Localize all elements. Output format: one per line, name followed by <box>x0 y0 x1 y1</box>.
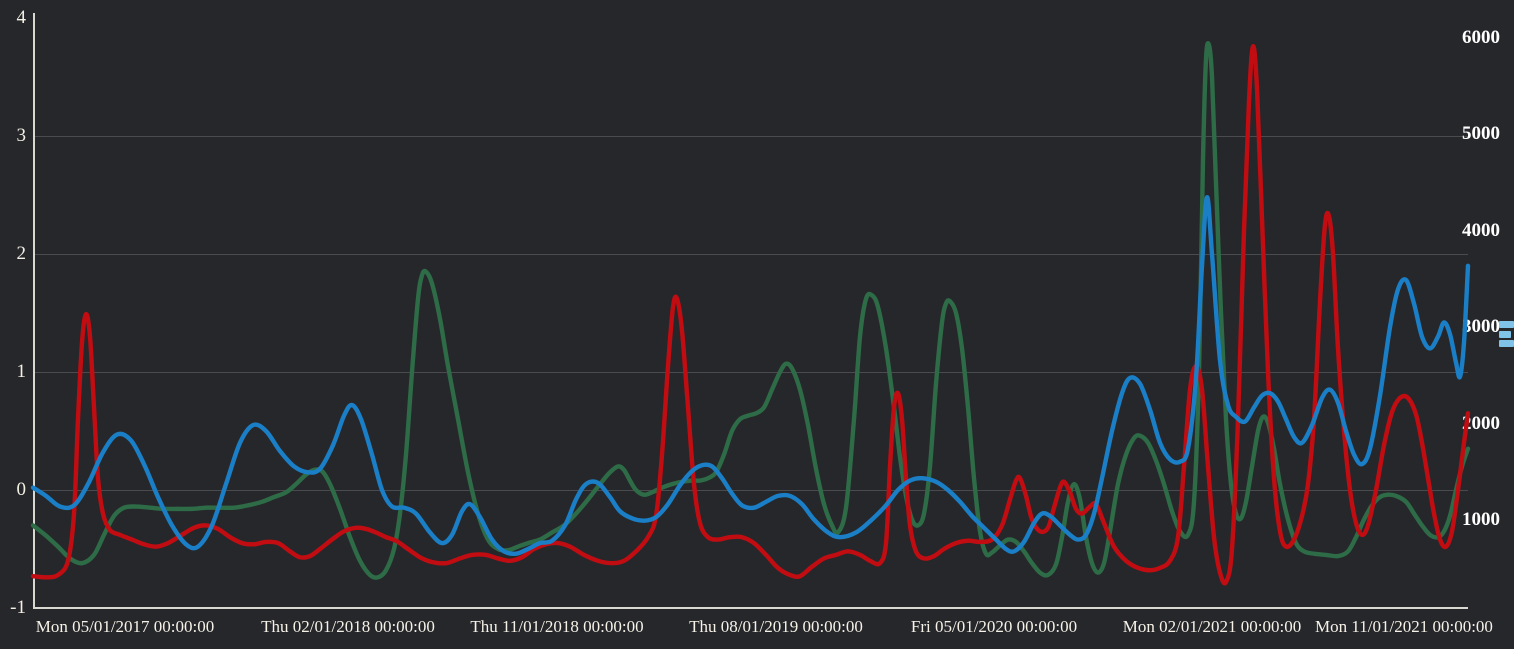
handle-bar-middle <box>1499 331 1511 338</box>
left-tick-neg1: -1 <box>10 597 26 618</box>
right-edge-drag-handle[interactable] <box>1499 321 1514 347</box>
x-tick-1: Thu 02/01/2018 00:00:00 <box>261 617 435 636</box>
right-tick-5000: 5000 <box>1462 123 1500 145</box>
gridline-1 <box>35 372 1468 373</box>
left-tick-1: 1 <box>16 361 27 382</box>
right-tick-2000: 2000 <box>1462 412 1500 434</box>
x-tick-4: Fri 05/01/2020 00:00:00 <box>910 617 1078 636</box>
left-tick-3: 3 <box>16 125 27 146</box>
gridline-0 <box>35 490 1468 491</box>
x-tick-0: Mon 05/01/2017 00:00:00 <box>35 617 215 636</box>
left-tick-4: 4 <box>16 7 27 28</box>
y-axis-line <box>33 13 35 609</box>
left-tick-0: 0 <box>16 479 27 500</box>
x-tick-6: Mon 11/01/2021 00:00:00 <box>1315 617 1493 636</box>
right-tick-1000: 1000 <box>1462 509 1500 530</box>
x-tick-2: Thu 11/01/2018 00:00:00 <box>470 617 644 636</box>
x-axis-line <box>33 607 1468 609</box>
handle-bar-bottom <box>1499 340 1514 347</box>
plot-area[interactable] <box>33 13 1468 608</box>
left-tick-2: 2 <box>16 243 27 264</box>
x-tick-5: Mon 02/01/2021 00:00:00 <box>1122 617 1302 636</box>
gridline-2 <box>35 254 1468 255</box>
gridline-3 <box>35 136 1468 137</box>
right-tick-6000: 6000 <box>1462 27 1500 48</box>
right-tick-3000: 3000 <box>1462 316 1500 338</box>
x-tick-3: Thu 08/01/2019 00:00:00 <box>689 617 863 636</box>
handle-bar-top <box>1499 321 1514 328</box>
right-tick-4000: 4000 <box>1462 219 1500 241</box>
